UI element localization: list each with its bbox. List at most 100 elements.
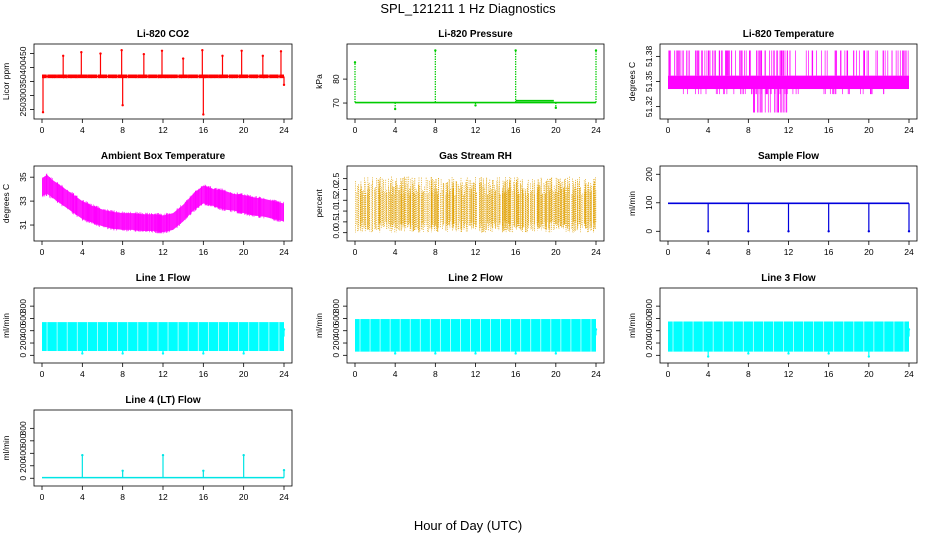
x-tick-label: 8 xyxy=(433,125,438,135)
y-tick-label: 0 xyxy=(18,476,28,481)
y-tick-label: 400 xyxy=(18,60,28,74)
x-tick-label: 8 xyxy=(746,247,751,257)
y-tick-label: 200 xyxy=(331,336,341,350)
y-tick-label: 200 xyxy=(644,167,654,181)
series-line-2-flow xyxy=(355,319,598,355)
panel-title: Li-820 Pressure xyxy=(438,29,513,40)
panel-title: Sample Flow xyxy=(758,151,819,162)
y-tick-label: 450 xyxy=(18,46,28,60)
spike-point xyxy=(827,352,830,355)
x-tick-label: 24 xyxy=(904,369,914,379)
spike-point xyxy=(787,352,790,355)
spike-point xyxy=(160,49,164,52)
y-tick-label: 600 xyxy=(18,433,28,447)
x-tick-label: 0 xyxy=(40,492,45,502)
x-tick-label: 12 xyxy=(158,492,168,502)
x-tick-label: 12 xyxy=(158,125,168,135)
y-tick-label: 1.5 xyxy=(331,194,341,206)
spike-point xyxy=(474,104,477,107)
spike-point xyxy=(202,469,205,472)
x-tick-label: 12 xyxy=(158,247,168,257)
series-li820-pressure xyxy=(353,49,598,111)
x-tick-label: 20 xyxy=(239,125,249,135)
y-tick-label: 400 xyxy=(644,323,654,337)
x-axis-caption: Hour of Day (UTC) xyxy=(413,518,523,533)
series-gas-stream-rh xyxy=(355,176,597,233)
spike-point xyxy=(353,61,357,64)
y-axis-label: degrees C xyxy=(627,62,637,101)
x-tick-label: 20 xyxy=(551,369,561,379)
spike-point xyxy=(121,104,124,107)
series-li820-temperature xyxy=(668,50,909,113)
y-tick-label: 250 xyxy=(18,102,28,116)
y-tick-label: 0 xyxy=(644,229,654,234)
spike-point xyxy=(261,54,265,58)
spike-point xyxy=(121,352,124,355)
panel-title: Gas Stream RH xyxy=(439,151,512,162)
x-tick-label: 4 xyxy=(393,247,398,257)
x-tick-label: 16 xyxy=(824,125,834,135)
panel-title: Line 1 Flow xyxy=(136,273,191,284)
spike-point xyxy=(142,52,146,56)
x-tick-label: 24 xyxy=(904,125,914,135)
spike-point xyxy=(121,469,124,472)
x-tick-label: 12 xyxy=(471,125,481,135)
x-tick-label: 12 xyxy=(471,369,481,379)
y-tick-label: 200 xyxy=(644,336,654,350)
spike-point xyxy=(434,352,437,355)
spike-point xyxy=(907,230,911,233)
x-tick-label: 8 xyxy=(120,125,125,135)
panel-title: Line 2 Flow xyxy=(448,273,503,284)
spike-point xyxy=(80,50,83,54)
y-tick-label: 400 xyxy=(18,446,28,460)
x-tick-label: 12 xyxy=(784,247,794,257)
x-tick-label: 4 xyxy=(80,125,85,135)
x-tick-label: 0 xyxy=(353,125,358,135)
y-tick-label: 600 xyxy=(644,311,654,325)
y-tick-label: 51.38 xyxy=(644,45,654,67)
y-tick-label: 400 xyxy=(18,323,28,337)
plot-frame xyxy=(346,43,605,120)
y-tick-label: 200 xyxy=(18,336,28,350)
y-tick-label: 70 xyxy=(331,98,341,108)
spike-point xyxy=(201,49,204,52)
x-tick-label: 12 xyxy=(471,247,481,257)
x-tick-label: 20 xyxy=(551,125,561,135)
y-axis-label: ml/min xyxy=(1,435,11,460)
y-axis-label: ml/min xyxy=(314,313,324,338)
x-tick-label: 4 xyxy=(80,492,85,502)
x-tick-label: 0 xyxy=(666,125,671,135)
y-tick-label: 2.0 xyxy=(331,183,341,195)
spike-point xyxy=(81,352,84,355)
y-tick-label: 2.5 xyxy=(331,172,341,184)
panel-title: Li-820 CO2 xyxy=(137,29,190,40)
x-tick-label: 24 xyxy=(279,125,289,135)
spike-point xyxy=(202,352,205,355)
x-tick-label: 4 xyxy=(706,369,711,379)
y-tick-label: 200 xyxy=(18,458,28,472)
y-tick-label: 35 xyxy=(18,172,28,182)
panel-sample-flow: Sample Flow ml/min 0 4 8 12 16 20 24 0 100 200 xyxy=(627,151,918,257)
spike-point xyxy=(554,106,558,110)
x-tick-label: 4 xyxy=(393,369,398,379)
x-tick-label: 16 xyxy=(199,125,209,135)
spike-point xyxy=(282,83,286,87)
x-tick-label: 12 xyxy=(158,369,168,379)
x-tick-label: 20 xyxy=(864,369,874,379)
spike-point xyxy=(99,52,102,55)
panel-title: Ambient Box Temperature xyxy=(101,151,226,162)
x-tick-label: 8 xyxy=(433,369,438,379)
plot-frame xyxy=(33,43,293,120)
panel-ambient-box-temperature: Ambient Box Temperature degrees C 0 4 8 12 16 2… xyxy=(1,151,293,257)
x-tick-label: 24 xyxy=(591,125,601,135)
x-tick-label: 16 xyxy=(511,125,521,135)
spike-point xyxy=(594,328,598,331)
panel-title: Line 3 Flow xyxy=(761,273,816,284)
y-axis-label: Licor ppm xyxy=(1,63,11,100)
y-tick-label: 300 xyxy=(18,88,28,102)
spike-point xyxy=(747,352,750,355)
spike-point xyxy=(514,352,517,355)
spike-point xyxy=(706,355,710,358)
x-tick-label: 24 xyxy=(279,369,289,379)
